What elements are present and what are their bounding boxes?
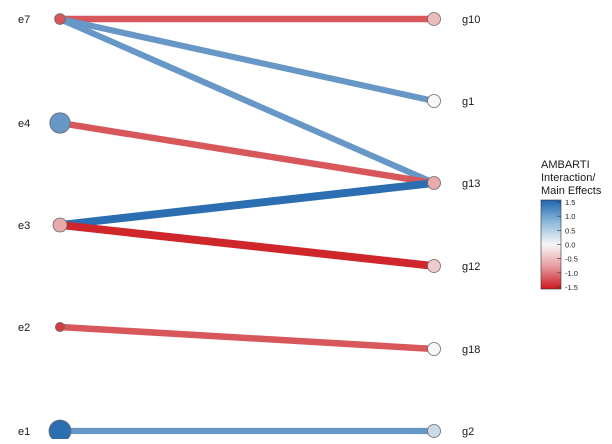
env-label-e4: e4 xyxy=(18,118,30,130)
legend-tick-label: -0.5 xyxy=(565,255,578,264)
env-node-e7 xyxy=(54,13,66,25)
legend-ticks: 1.5 1.0 0.5 0.0 -0.5 -1.0 -1.5 xyxy=(557,198,578,292)
env-node-e2 xyxy=(55,321,66,332)
color-legend: AMBARTI Interaction/ Main Effects 1.5 1.0… xyxy=(540,159,602,292)
legend-tick-label: -1.5 xyxy=(565,283,578,292)
edge-e4-g13 xyxy=(59,119,435,187)
gen-node-g12 xyxy=(427,259,441,273)
legend-title-line-3: Main Effects xyxy=(541,185,602,197)
edge-e3-g12 xyxy=(59,221,435,270)
legend-title-line-1: AMBARTI xyxy=(541,159,590,171)
legend-tick-label: 0.0 xyxy=(565,241,575,250)
gen-node-g18 xyxy=(427,342,441,356)
edge-e7-g13 xyxy=(58,16,436,186)
env-node-e1 xyxy=(48,419,72,443)
gen-node-g2 xyxy=(427,424,441,438)
env-label-e3: e3 xyxy=(18,220,30,232)
legend-title-line-2: Interaction/ xyxy=(541,172,596,184)
env-label-e2: e2 xyxy=(18,322,30,334)
legend-tick-label: 1.0 xyxy=(565,212,575,221)
legend-tick-label: -1.0 xyxy=(565,269,578,278)
env-label-e7: e7 xyxy=(18,14,30,26)
node-labels: e7 e4 e3 e2 e1 g10 g1 g13 g12 g18 g2 xyxy=(18,14,480,438)
edge-e3-g13 xyxy=(59,179,435,229)
gen-label-g18: g18 xyxy=(462,344,480,356)
gen-label-g10: g10 xyxy=(462,14,480,26)
gen-label-g1: g1 xyxy=(462,96,474,108)
gen-label-g2: g2 xyxy=(462,426,474,438)
gen-label-g12: g12 xyxy=(462,261,480,273)
legend-tick-label: 0.5 xyxy=(565,226,575,235)
nodes xyxy=(48,12,441,443)
legend-tick-label: 1.5 xyxy=(565,198,575,207)
gen-label-g13: g13 xyxy=(462,178,480,190)
edge-e2-g18 xyxy=(59,323,435,353)
gen-node-g1 xyxy=(427,94,441,108)
edge-e7-g1 xyxy=(59,15,435,105)
env-node-e4 xyxy=(49,112,71,134)
env-node-e3 xyxy=(52,217,68,233)
interaction-edges xyxy=(58,15,436,435)
env-label-e1: e1 xyxy=(18,426,30,438)
gen-node-g13 xyxy=(427,176,441,190)
gen-node-g10 xyxy=(427,12,441,26)
